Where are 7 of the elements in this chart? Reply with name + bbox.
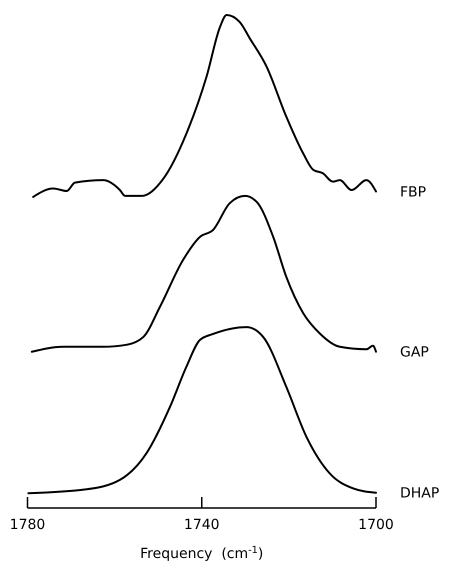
x-tick-label: 1780 [10,517,46,533]
series-label: FBP [400,184,426,200]
x-axis-title: Frequency (cm$^{-1}$) [140,544,264,562]
series-label: DHAP [400,486,440,502]
x-tick-label: 1700 [358,517,394,533]
x-tick-label: 1740 [184,517,220,533]
series-label: GAP [400,344,429,361]
